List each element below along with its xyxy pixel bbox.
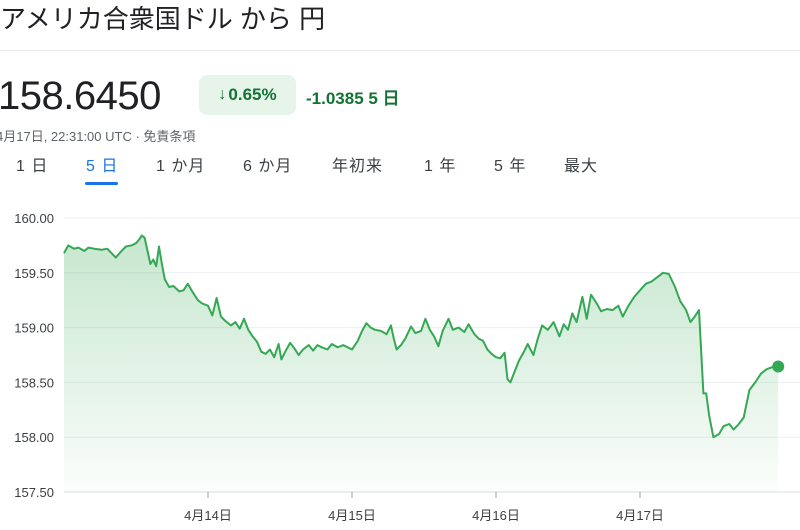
active-tab-indicator (85, 182, 118, 185)
arrow-down-icon: ↓ (218, 86, 227, 103)
y-tick-label: 157.50 (14, 485, 54, 500)
tab-1m[interactable]: 1 か月 (156, 158, 206, 175)
tab-ytd[interactable]: 年初来 (332, 158, 384, 175)
absolute-change: -1.0385 5 日 (306, 89, 400, 108)
y-tick-label: 160.00 (14, 211, 54, 226)
y-tick-label: 159.50 (14, 266, 54, 281)
last-price-marker (772, 360, 785, 373)
price-area (64, 235, 779, 492)
tab-1y[interactable]: 1 年 (424, 158, 457, 175)
page-title: アメリカ合衆国ドル から 円 (0, 4, 326, 34)
tab-1d[interactable]: 1 日 (16, 158, 49, 175)
tab-5y[interactable]: 5 年 (494, 158, 527, 175)
tab-max[interactable]: 最大 (564, 158, 599, 175)
x-tick-label: 4月15日 (328, 508, 376, 523)
x-tick-label: 4月14日 (184, 508, 232, 523)
current-price: 158.6450 (0, 74, 161, 118)
y-tick-label: 158.00 (14, 430, 54, 445)
tab-5d[interactable]: 5 日 (86, 158, 119, 175)
x-tick-label: 4月16日 (472, 508, 520, 523)
x-axis: 4月14日 4月15日 4月16日 4月17日 (184, 492, 664, 523)
quote-timestamp: 4月17日, 22:31:00 UTC · 免責条項 (0, 129, 196, 144)
x-tick-label: 4月17日 (616, 508, 664, 523)
percent-change-value: 0.65% (228, 85, 277, 104)
y-tick-label: 158.50 (14, 375, 54, 390)
price-line (63, 234, 779, 439)
tab-6m[interactable]: 6 か月 (243, 158, 293, 175)
header-divider (0, 50, 800, 51)
percent-change-badge: ↓ 0.65% (199, 75, 296, 115)
y-tick-label: 159.00 (14, 321, 54, 336)
range-tabs: 1 日 5 日 1 か月 6 か月 年初来 1 年 5 年 最大 (0, 156, 800, 186)
y-axis: 157.50 158.00 158.50 159.00 159.50 160.00 (14, 211, 54, 500)
